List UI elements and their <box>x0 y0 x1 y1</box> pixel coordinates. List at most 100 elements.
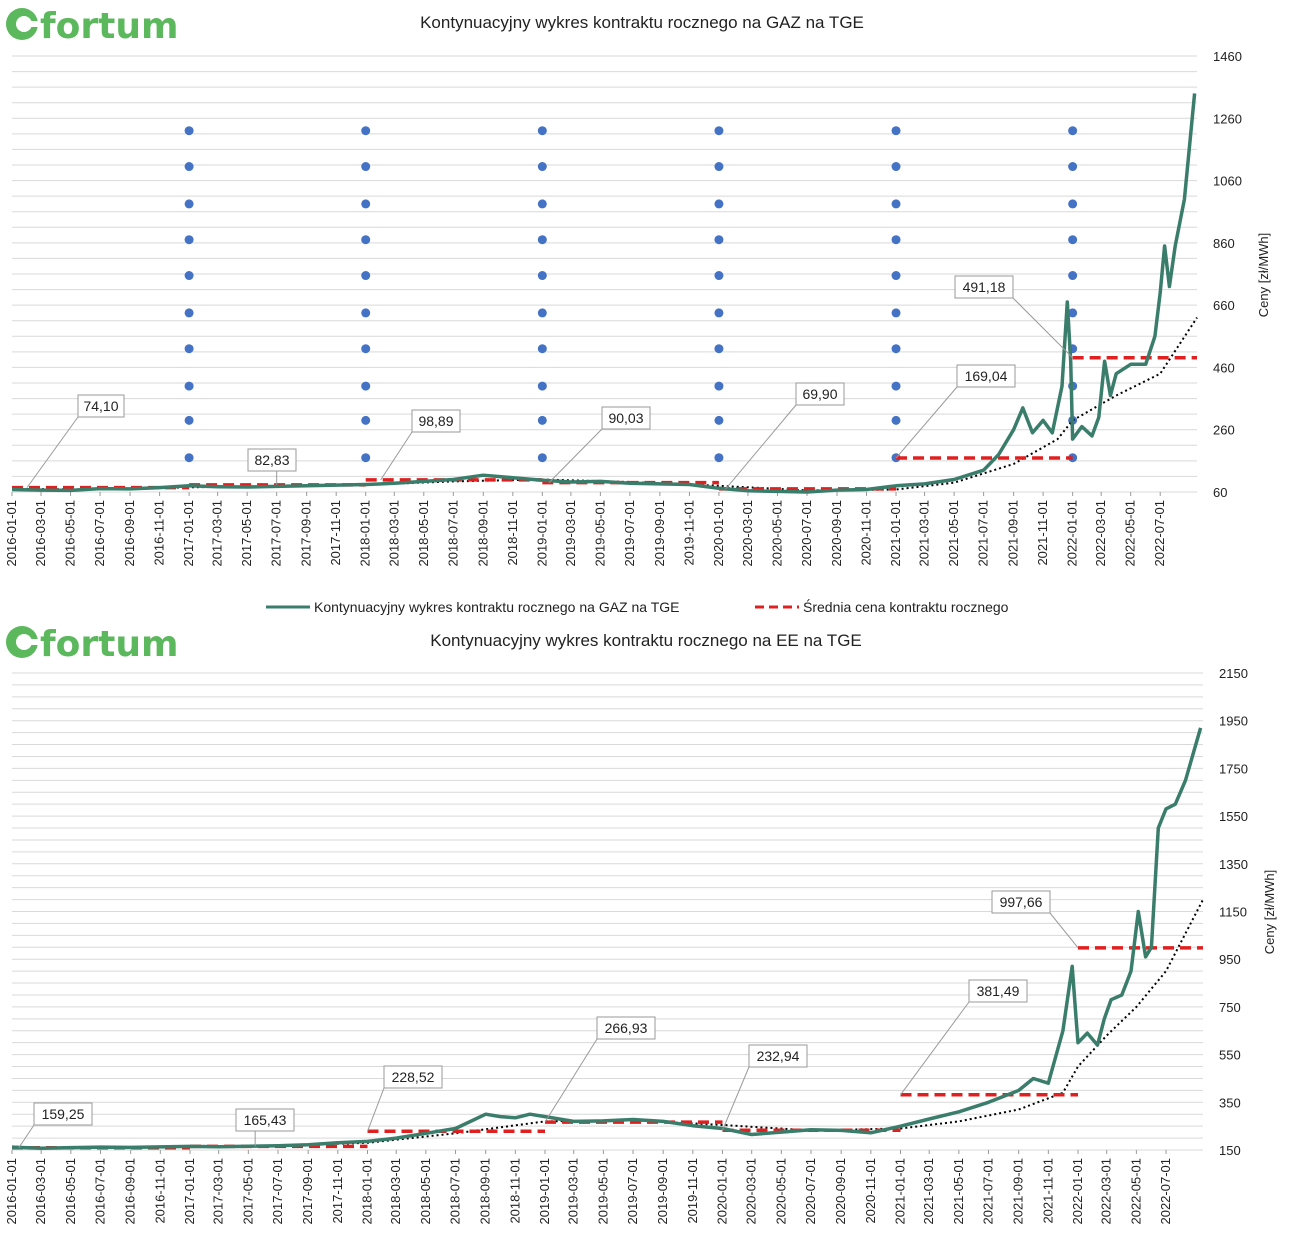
x-tick-label: 2022-03-01 <box>1099 1158 1114 1225</box>
year-marker-dot <box>1068 235 1078 245</box>
year-marker-dot <box>184 162 194 172</box>
x-tick-label: 2022-03-01 <box>1093 500 1108 567</box>
annotation-leader <box>544 1038 598 1123</box>
x-tick-label: 2017-11-01 <box>328 500 343 566</box>
legend-series-label: Kontynuacyjny wykres kontraktu rocznego … <box>314 599 679 615</box>
y-tick-label: 1460 <box>1213 49 1242 64</box>
year-marker-dot <box>714 344 724 354</box>
x-tick-label: 2021-05-01 <box>946 500 961 567</box>
logo-text: fortum <box>40 624 179 665</box>
average-lines-ee <box>12 946 1203 1150</box>
grid-ee <box>12 672 1203 1151</box>
annotation-box <box>247 448 297 472</box>
legend: Kontynuacyjny wykres kontraktu rocznego … <box>266 598 1009 615</box>
x-tick-label: 2021-11-01 <box>1040 1158 1055 1224</box>
year-marker-dot <box>891 235 901 245</box>
year-marker-dot <box>537 308 547 318</box>
y-tick-label: 350 <box>1219 1095 1241 1110</box>
x-tick-label: 2017-05-01 <box>240 1158 255 1225</box>
series-line <box>11 93 1197 494</box>
x-tick-label: 2021-07-01 <box>976 500 991 567</box>
chart-title-gaz: Kontynuacyjny wykres kontraktu rocznego … <box>420 13 864 32</box>
year-marker-dot <box>361 308 371 318</box>
year-marker-dot <box>891 344 901 354</box>
x-tick-label: 2016-09-01 <box>122 500 137 567</box>
year-marker-dot <box>537 344 547 354</box>
annotation-box <box>795 382 845 406</box>
x-tick-label: 2019-07-01 <box>622 500 637 567</box>
annotation-box <box>235 1108 295 1132</box>
y-tick-label: 1060 <box>1213 174 1242 189</box>
x-tick-label: 2020-03-01 <box>740 500 755 567</box>
x-tick-label: 2017-01-01 <box>182 1158 197 1225</box>
x-tick-label: 2019-01-01 <box>534 500 549 567</box>
x-tick-label: 2020-07-01 <box>799 500 814 567</box>
x-tick-label: 2018-03-01 <box>386 500 401 567</box>
annotation-leader <box>1049 912 1079 949</box>
year-markers-gaz <box>184 126 1078 463</box>
year-marker-dot <box>361 453 371 463</box>
annotation-box <box>601 406 651 430</box>
x-tick-label: 2016-01-01 <box>4 500 19 567</box>
x-tick-label: 2018-11-01 <box>507 1158 522 1224</box>
year-marker-dot <box>714 415 724 425</box>
annotations-ee: 159,25 165,43 228,52 266,93 232,94 381,49 997,… <box>18 890 1079 1149</box>
year-marker-dot <box>891 381 901 391</box>
year-marker-dot <box>184 199 194 209</box>
x-tick-label: 2021-09-01 <box>1011 1158 1026 1225</box>
x-tick-label: 2019-11-01 <box>681 500 696 566</box>
x-tick-label: 2016-03-01 <box>33 1158 48 1225</box>
year-marker-dot <box>714 308 724 318</box>
annotation-box <box>991 890 1051 914</box>
annotation-leader <box>26 416 79 488</box>
annotation-label: 82,83 <box>254 452 289 468</box>
year-marker-dot <box>361 271 371 281</box>
annotation-label: 69,90 <box>802 386 837 402</box>
y-tick-label: 1260 <box>1213 111 1242 126</box>
year-marker-dot <box>891 271 901 281</box>
y-tick-label: 1350 <box>1219 857 1248 872</box>
y-axis-label-ee: Ceny [zł/MWh] <box>1262 870 1277 955</box>
y-tick-label: 260 <box>1213 423 1235 438</box>
x-tick-label: 2017-09-01 <box>300 1158 315 1225</box>
annotation-label: 98,89 <box>418 413 453 429</box>
annotation-label: 232,94 <box>757 1048 800 1064</box>
x-tick-label: 2020-05-01 <box>773 1158 788 1225</box>
x-tick-label: 2021-07-01 <box>981 1158 996 1225</box>
y-tick-label: 1550 <box>1219 809 1248 824</box>
x-tick-label: 2019-05-01 <box>592 500 607 567</box>
x-tick-label: 2017-07-01 <box>270 1158 285 1225</box>
y-tick-label: 660 <box>1213 298 1235 313</box>
annotation-box <box>383 1065 443 1089</box>
annotation-label: 381,49 <box>977 983 1020 999</box>
x-tick-label: 2020-09-01 <box>829 500 844 567</box>
x-tick-label: 2016-05-01 <box>63 500 78 567</box>
y-tick-label: 150 <box>1219 1143 1241 1158</box>
x-tick-label: 2018-03-01 <box>388 1158 403 1225</box>
year-marker-dot <box>714 271 724 281</box>
year-marker-dot <box>184 415 194 425</box>
x-tick-label: 2022-07-01 <box>1152 500 1167 567</box>
x-tick-label: 2021-05-01 <box>951 1158 966 1225</box>
year-marker-dot <box>714 235 724 245</box>
year-marker-dot <box>361 235 371 245</box>
x-tick-label: 2019-07-01 <box>625 1158 640 1225</box>
x-tick-label: 2022-05-01 <box>1123 500 1138 567</box>
x-ticks-gaz: 2016-01-01 2016-03-01 2016-05-01 2016-07-01… <box>4 492 1167 567</box>
year-marker-dot <box>184 453 194 463</box>
year-marker-dot <box>1068 271 1078 281</box>
x-tick-label: 2018-01-01 <box>358 500 373 567</box>
x-tick-label: 2016-09-01 <box>123 1158 138 1225</box>
x-tick-label: 2017-01-01 <box>181 500 196 567</box>
y-tick-label: 1950 <box>1219 714 1248 729</box>
annotation-label: 165,43 <box>244 1112 287 1128</box>
y-axis-label-gaz: Ceny [zł/MWh] <box>1256 233 1271 318</box>
year-marker-dot <box>184 308 194 318</box>
annotation-box <box>748 1044 808 1068</box>
year-marker-dot <box>714 126 724 136</box>
series-line-gaz <box>11 93 1197 494</box>
annotation-box <box>411 409 461 433</box>
x-tick-label: 2017-03-01 <box>210 500 225 567</box>
x-tick-label: 2016-05-01 <box>63 1158 78 1225</box>
